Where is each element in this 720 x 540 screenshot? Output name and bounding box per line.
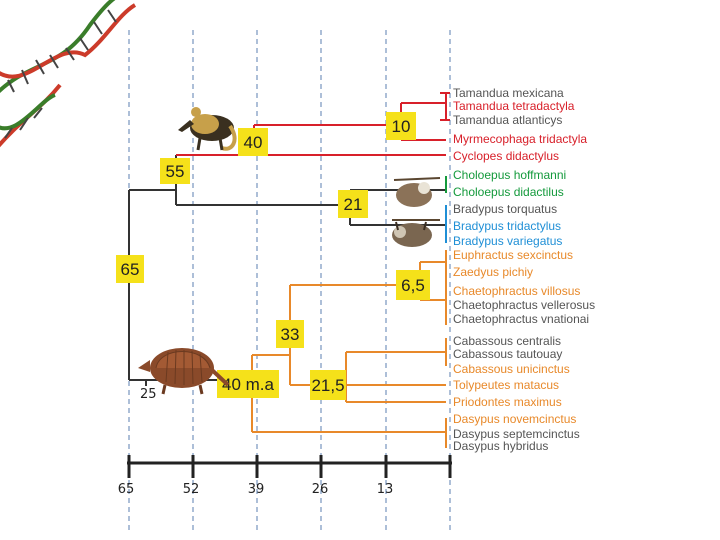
svg-text:55: 55 bbox=[166, 162, 185, 181]
tick-label: 13 bbox=[377, 482, 394, 497]
armadillo-icon bbox=[138, 348, 230, 395]
node-65: 65 bbox=[116, 255, 144, 283]
anteater-icon bbox=[178, 107, 237, 151]
taxon-label: Bradypus tridactylus bbox=[453, 219, 561, 233]
dna-helix-icon bbox=[0, 0, 137, 148]
taxon-label: Euphractus sexcinctus bbox=[453, 248, 573, 262]
taxon-label: Cabassous tautouay bbox=[453, 347, 562, 361]
taxon-label: Chaetophractus villosus bbox=[453, 284, 580, 298]
svg-text:21,5: 21,5 bbox=[311, 376, 344, 395]
node-6-5: 6,5 bbox=[396, 270, 430, 300]
svg-text:40: 40 bbox=[244, 133, 263, 152]
taxon-label: Cabassous centralis bbox=[453, 334, 561, 348]
node-10: 10 bbox=[386, 112, 416, 140]
svg-text:21: 21 bbox=[344, 195, 363, 214]
svg-text:10: 10 bbox=[392, 117, 411, 136]
taxon-label: Zaedyus pichiy bbox=[453, 265, 533, 279]
node-21-5: 21,5 bbox=[310, 370, 346, 400]
node-55: 55 bbox=[160, 158, 190, 184]
time-axis: 65 52 39 26 13 bbox=[118, 455, 452, 497]
sloth-icon bbox=[392, 177, 441, 247]
taxon-label: Dasypus hybridus bbox=[453, 439, 548, 453]
node-33: 33 bbox=[276, 320, 304, 348]
tick-label: 52 bbox=[183, 482, 200, 497]
taxon-label: Dasypus novemcinctus bbox=[453, 412, 576, 426]
taxon-label: Cyclopes didactylus bbox=[453, 149, 559, 163]
node-21: 21 bbox=[338, 190, 368, 218]
svg-text:33: 33 bbox=[281, 325, 300, 344]
taxon-label: Bradypus torquatus bbox=[453, 202, 557, 216]
tick-label: 65 bbox=[118, 482, 135, 497]
tick-label: 26 bbox=[312, 482, 329, 497]
taxon-label: Chaetophractus vellerosus bbox=[453, 298, 595, 312]
node-40-ma: 40 m.a bbox=[217, 370, 279, 398]
small-25-label: 25 bbox=[140, 387, 157, 402]
taxon-label: Tamandua mexicana bbox=[453, 86, 564, 100]
taxon-label: Choloepus didactilus bbox=[453, 185, 564, 199]
taxon-label: Tamandua tetradactyla bbox=[453, 99, 575, 113]
node-40: 40 bbox=[238, 128, 268, 156]
taxon-label: Chaetophractus vnationai bbox=[453, 312, 589, 326]
taxon-label: Dasypus septemcinctus bbox=[453, 427, 580, 441]
taxon-label: Priodontes maximus bbox=[453, 395, 562, 409]
svg-text:40 m.a: 40 m.a bbox=[222, 375, 275, 394]
taxon-label: Tolypeutes matacus bbox=[453, 378, 559, 392]
svg-text:6,5: 6,5 bbox=[401, 276, 425, 295]
taxon-label: Choloepus hoffmanni bbox=[453, 168, 566, 182]
taxon-label: Tamandua atlanticys bbox=[453, 113, 562, 127]
tick-label: 39 bbox=[248, 482, 265, 497]
svg-text:65: 65 bbox=[121, 260, 140, 279]
taxon-label: Cabassous unicinctus bbox=[453, 362, 570, 376]
taxon-label: Bradypus variegatus bbox=[453, 234, 562, 248]
taxon-label: Myrmecophaga tridactyla bbox=[453, 132, 587, 146]
